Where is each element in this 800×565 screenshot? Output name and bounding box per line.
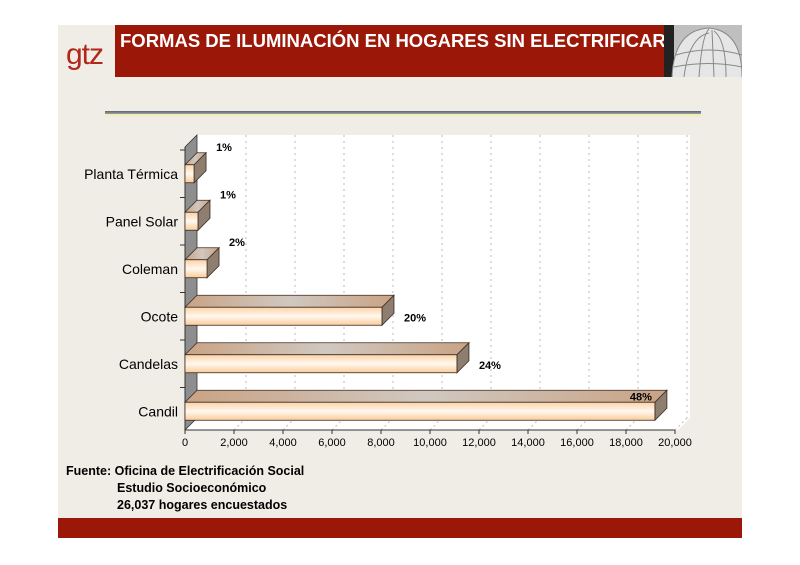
source-label: Fuente: [66, 464, 112, 478]
x-tick-label: 6,000 [318, 437, 346, 449]
x-tick-label: 4,000 [269, 437, 297, 449]
bar-candelas [184, 354, 458, 374]
bar-panel-solar [184, 211, 199, 231]
divider-line [105, 111, 701, 114]
category-label: Candil [138, 403, 178, 419]
bar-top [184, 342, 470, 356]
category-label: Ocote [141, 308, 179, 324]
gtz-logo: gtz [66, 38, 104, 71]
data-label: 48% [630, 391, 652, 403]
source-line-3: 26,037 hogares encuestados [117, 498, 288, 512]
x-tick-label: 14,000 [511, 437, 545, 449]
x-tick-label: 12,000 [462, 437, 496, 449]
source-line-1: Oficina de Electrificación Social [114, 464, 305, 478]
footer-bar [58, 518, 742, 538]
data-label: 1% [220, 189, 236, 201]
data-label: 24% [479, 360, 501, 372]
data-label: 2% [229, 237, 245, 249]
data-label: 1% [216, 142, 232, 154]
source-line-2: Estudio Socioeconómico [117, 481, 267, 495]
x-tick-label: 0 [182, 437, 188, 449]
x-tick-label: 10,000 [413, 437, 447, 449]
header-bar [115, 25, 742, 77]
x-tick-label: 2,000 [220, 437, 248, 449]
category-label: Candelas [119, 356, 178, 372]
x-tick-label: 20,000 [658, 437, 692, 449]
bar-top [184, 389, 668, 403]
plot-back-wall [197, 135, 690, 418]
plot-floor [185, 418, 690, 430]
category-label: Coleman [122, 261, 178, 277]
divider-highlight [105, 114, 701, 117]
category-label: Panel Solar [106, 213, 179, 229]
category-label: Planta Térmica [84, 166, 178, 182]
source-note: Fuente: Oficina de Electrificación Socia… [66, 463, 304, 514]
bar-ocote [184, 306, 383, 326]
bar-candil [184, 401, 656, 421]
x-tick-label: 16,000 [560, 437, 594, 449]
data-label: 20% [404, 312, 426, 324]
bar-coleman [184, 259, 208, 279]
bar-planta-térmica [184, 164, 195, 184]
slide-title: FORMAS DE ILUMINACIÓN EN HOGARES SIN ELE… [120, 30, 666, 51]
dome-image [664, 25, 742, 77]
x-tick-label: 8,000 [367, 437, 395, 449]
bar-top [184, 294, 395, 308]
x-tick-label: 18,000 [609, 437, 643, 449]
